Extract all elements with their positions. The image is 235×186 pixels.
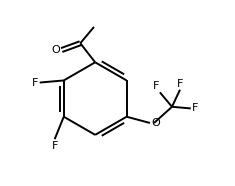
Text: F: F bbox=[177, 79, 183, 89]
Text: O: O bbox=[151, 118, 160, 128]
Text: F: F bbox=[192, 103, 198, 113]
Text: F: F bbox=[32, 78, 38, 88]
Text: F: F bbox=[153, 81, 159, 91]
Text: O: O bbox=[51, 45, 60, 55]
Text: F: F bbox=[51, 141, 58, 151]
